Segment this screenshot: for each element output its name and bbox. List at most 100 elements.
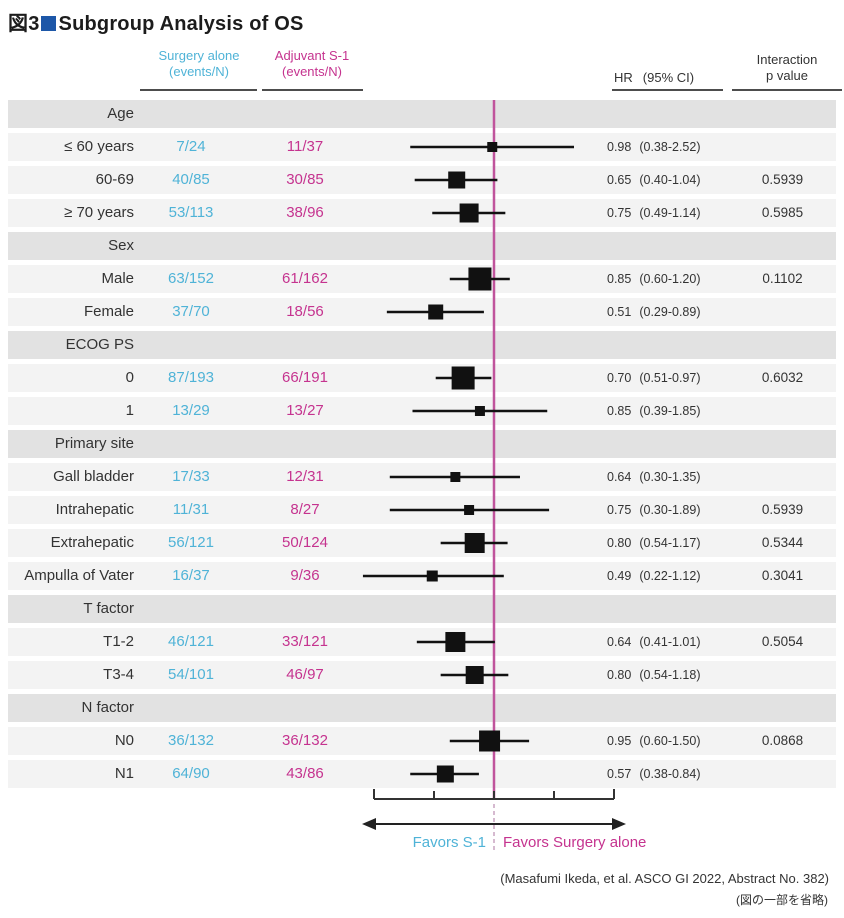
hr-value: 0.49 (607, 569, 632, 583)
hr-value: 0.64 (607, 470, 632, 484)
hr-value: 0.80 (607, 668, 632, 682)
subgroup-label: Ampulla of Vater (24, 567, 134, 584)
adjuvant-s1-value: 30/85 (286, 171, 324, 188)
surgery-alone-value: 36/132 (168, 732, 214, 749)
hr-ci-value: 0.70 (0.51-0.97) (607, 364, 752, 392)
column-header-hr: HR (95% CI) (614, 70, 694, 85)
header-underline-surgery (140, 89, 257, 91)
favors-surgery-alone-label: Favors Surgery alone (503, 834, 647, 851)
group-header-row: N factor (8, 694, 836, 722)
surgery-alone-value: 54/101 (168, 666, 214, 683)
hr-ci-value: 0.49 (0.22-1.12) (607, 562, 752, 590)
adjuvant-s1-value: 9/36 (290, 567, 320, 584)
table-row: T1-2 46/121 33/121 0.64 (0.41-1.01) 0.5054 (8, 628, 836, 656)
group-label: Primary site (54, 435, 134, 452)
hr-value: 0.85 (607, 272, 632, 286)
subgroup-label: ≤ 60 years (64, 138, 134, 155)
adjuvant-s1-value: 50/124 (282, 534, 328, 551)
interaction-p-value: 0.0868 (761, 733, 804, 748)
hr-ci-value: 0.75 (0.30-1.89) (607, 496, 752, 524)
hr-label: HR (614, 70, 633, 85)
hr-value: 0.57 (607, 767, 632, 781)
ci-value: (0.60-1.20) (639, 272, 701, 286)
ci-value: (0.22-1.12) (639, 569, 701, 583)
subgroup-label: 0 (125, 369, 134, 386)
interaction-header-line2: p value (766, 68, 808, 83)
hr-ci-value: 0.65 (0.40-1.04) (607, 166, 752, 194)
adjuvant-s1-value: 12/31 (286, 468, 324, 485)
table-row: N0 36/132 36/132 0.95 (0.60-1.50) 0.0868 (8, 727, 836, 755)
surgery-alone-value: 7/24 (176, 138, 206, 155)
surgery-header-line1: Surgery alone (158, 48, 240, 63)
ci-value: (0.51-0.97) (639, 371, 701, 385)
subgroup-label: Male (101, 270, 134, 287)
interaction-p-value: 0.6032 (761, 370, 804, 385)
column-header-adjuvant-s1: Adjuvant S-1 (events/N) (252, 48, 372, 80)
table-row: Extrahepatic 56/121 50/124 0.80 (0.54-1.17) 0… (8, 529, 836, 557)
hr-ci-value: 0.57 (0.38-0.84) (607, 760, 752, 788)
interaction-p-value: 0.5985 (761, 205, 804, 220)
ci-value: (0.29-0.89) (639, 305, 701, 319)
group-label: Age (107, 105, 134, 122)
surgery-alone-value: 17/33 (172, 468, 210, 485)
interaction-p-value: 0.5939 (761, 172, 804, 187)
interaction-p-value: 0.3041 (761, 568, 804, 583)
subgroup-label: T1-2 (103, 633, 134, 650)
group-header-row: Primary site (8, 430, 836, 458)
adjuvant-s1-value: 11/37 (286, 138, 324, 155)
table-row: ≤ 60 years 7/24 11/37 0.98 (0.38-2.52) (8, 133, 836, 161)
s1-header-line1: Adjuvant S-1 (274, 48, 350, 63)
interaction-p-value: 0.5054 (761, 634, 804, 649)
hr-ci-value: 0.85 (0.39-1.85) (607, 397, 752, 425)
hr-ci-value: 0.75 (0.49-1.14) (607, 199, 752, 227)
arrowhead-right-icon (612, 818, 626, 830)
group-header-row: T factor (8, 595, 836, 623)
interaction-header-line1: Interaction (756, 52, 818, 67)
table-row: N1 64/90 43/86 0.57 (0.38-0.84) (8, 760, 836, 788)
subgroup-label: 60-69 (95, 171, 134, 188)
hr-ci-value: 0.80 (0.54-1.18) (607, 661, 752, 689)
group-label: ECOG PS (65, 336, 134, 353)
adjuvant-s1-value: 46/97 (286, 666, 324, 683)
interaction-p-value: 0.5344 (761, 535, 804, 550)
table-row: T3-4 54/101 46/97 0.80 (0.54-1.18) (8, 661, 836, 689)
favors-s1-label: Favors S-1 (412, 834, 486, 851)
surgery-alone-value: 16/37 (172, 567, 210, 584)
ci-value: (0.30-1.89) (639, 503, 701, 517)
hr-value: 0.65 (607, 173, 632, 187)
interaction-p-value: 0.1102 (762, 271, 803, 286)
hr-ci-value: 0.85 (0.60-1.20) (607, 265, 752, 293)
ci-value: (0.30-1.35) (639, 470, 701, 484)
hr-value: 0.51 (607, 305, 632, 319)
adjuvant-s1-value: 43/86 (286, 765, 324, 782)
header-underline-hr (612, 89, 723, 91)
column-header-surgery-alone: Surgery alone (events/N) (139, 48, 259, 80)
subgroup-label: ≥ 70 years (64, 204, 134, 221)
surgery-alone-value: 53/113 (168, 204, 214, 221)
surgery-alone-value: 40/85 (172, 171, 210, 188)
adjuvant-s1-value: 18/56 (286, 303, 324, 320)
figure-title-text: Subgroup Analysis of OS (58, 13, 304, 35)
adjuvant-s1-value: 36/132 (282, 732, 328, 749)
hr-ci-value: 0.51 (0.29-0.89) (607, 298, 752, 326)
table-row: 1 13/29 13/27 0.85 (0.39-1.85) (8, 397, 836, 425)
surgery-alone-value: 13/29 (172, 402, 210, 419)
ci-value: (0.38-0.84) (639, 767, 701, 781)
table-row: Gall bladder 17/33 12/31 0.64 (0.30-1.35) (8, 463, 836, 491)
ci-value: (0.60-1.50) (639, 734, 701, 748)
group-header-row: ECOG PS (8, 331, 836, 359)
group-header-row: Age (8, 100, 836, 128)
ci-label: (95% CI) (642, 70, 695, 85)
figure-note: (図の一部を省略) (736, 893, 828, 907)
subgroup-label: N1 (114, 765, 134, 782)
hr-value: 0.70 (607, 371, 632, 385)
ci-value: (0.49-1.14) (639, 206, 701, 220)
surgery-alone-value: 46/121 (168, 633, 214, 650)
figure-number: 図3 (8, 13, 40, 35)
subgroup-label: Female (83, 303, 134, 320)
arrowhead-left-icon (362, 818, 376, 830)
group-label: Sex (108, 237, 134, 254)
hr-ci-value: 0.64 (0.30-1.35) (607, 463, 752, 491)
hr-value: 0.95 (607, 734, 632, 748)
surgery-alone-value: 87/193 (168, 369, 214, 386)
